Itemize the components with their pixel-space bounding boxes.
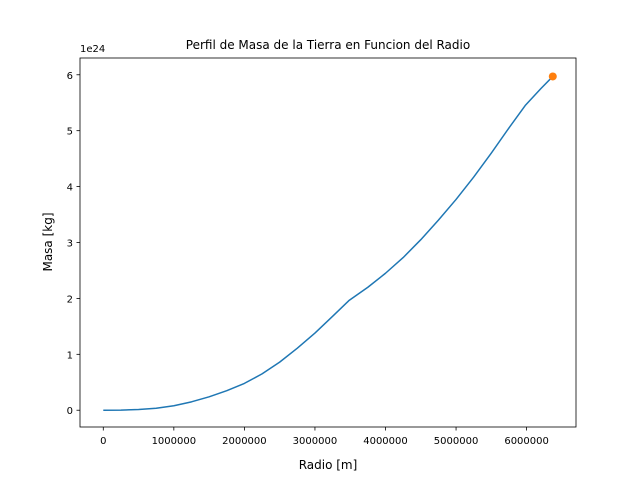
y-tick-label: 3: [67, 239, 73, 250]
plot-frame: [79, 57, 577, 428]
plot-area: [80, 58, 576, 427]
x-tick-label: 6000000: [504, 436, 549, 447]
x-tick-label: 1000000: [152, 436, 197, 447]
y-axis-label: Masa [kg]: [41, 212, 55, 271]
series-layer: [103, 72, 557, 411]
y-tick-label: 6: [67, 71, 73, 82]
y-tick-label: 4: [67, 183, 73, 194]
surface-mass-point: [548, 72, 557, 81]
y-axis-ticks: 0 1 2 3 4 5 6: [67, 71, 80, 417]
x-tick-label: 4000000: [363, 436, 408, 447]
y-offset-label: 1e24: [80, 44, 105, 55]
x-axis-label: Radio [m]: [299, 458, 358, 472]
y-tick-label: 2: [67, 294, 73, 305]
y-tick-label: 1: [67, 350, 73, 361]
y-tick-label: 5: [67, 127, 73, 138]
x-axis-ticks: 0 1000000 2000000 3000000 4000000 5000000 6000…: [100, 427, 549, 447]
x-tick-label: 5000000: [434, 436, 479, 447]
x-tick-label: 0: [100, 436, 106, 447]
chart-title: Perfil de Masa de la Tierra en Funcion d…: [186, 38, 470, 52]
mass-profile-line: [103, 75, 554, 411]
x-tick-label: 3000000: [293, 436, 338, 447]
x-tick-label: 2000000: [222, 436, 267, 447]
y-tick-label: 0: [67, 406, 73, 417]
